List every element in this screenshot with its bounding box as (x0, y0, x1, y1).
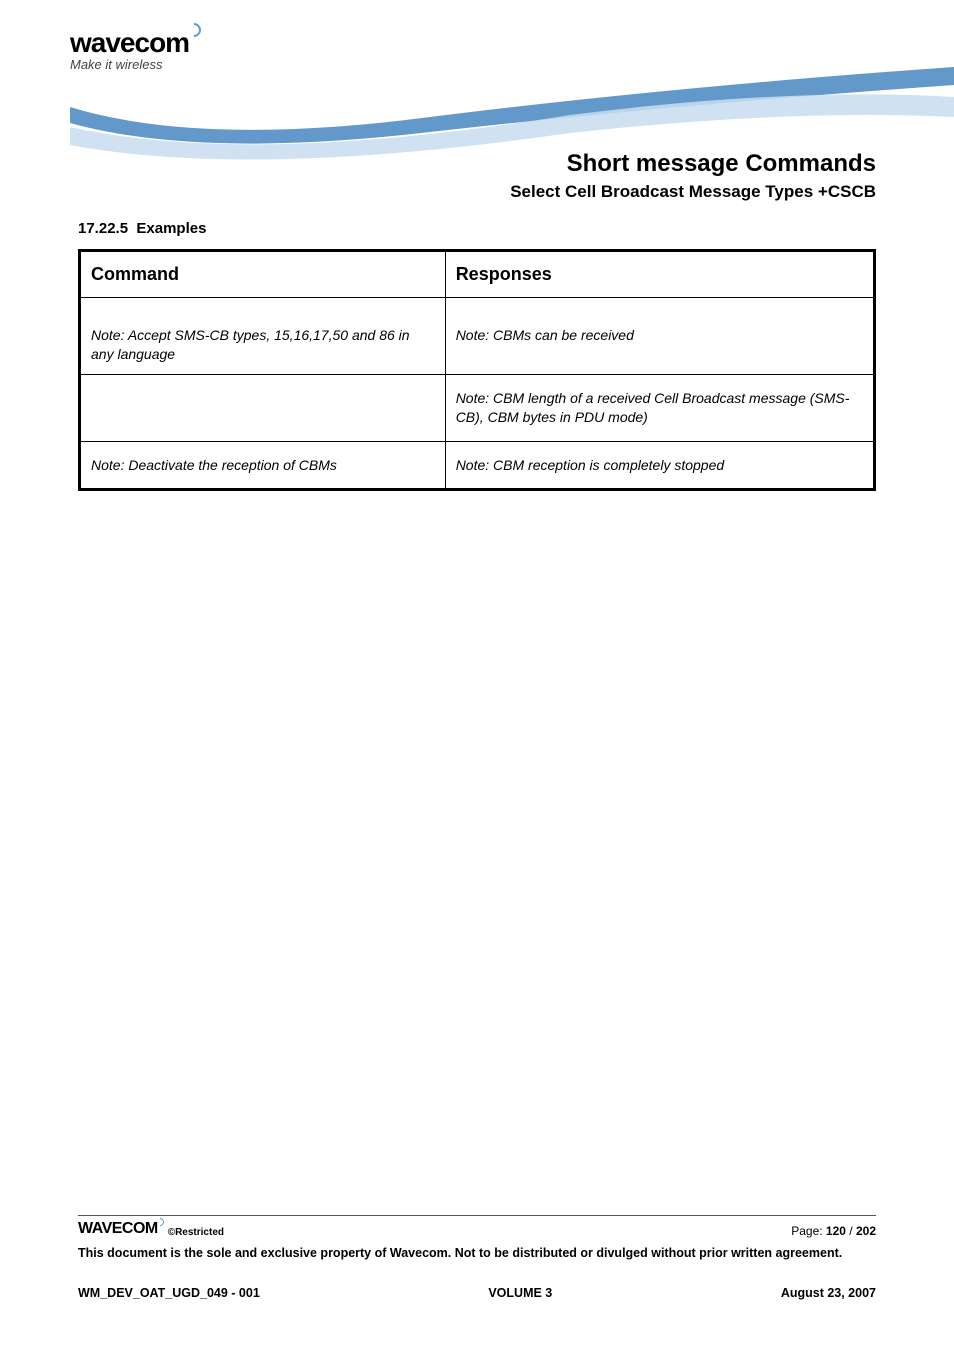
footer-doc-id: WM_DEV_OAT_UGD_049 - 001 (78, 1286, 260, 1300)
footer-page-indicator: Page: 120 / 202 (791, 1224, 876, 1238)
page-content: Short message Commands Select Cell Broad… (78, 150, 876, 491)
footer-volume: VOLUME 3 (488, 1286, 552, 1300)
table-row: Note: Accept SMS-CB types, 15,16,17,50 a… (80, 298, 875, 375)
table-row: Note: CBM length of a received Cell Broa… (80, 374, 875, 441)
cell-response-note: Note: CBM reception is completely stoppe… (445, 441, 874, 490)
title-sub: Select Cell Broadcast Message Types +CSC… (78, 182, 876, 202)
footer-page-total: 202 (856, 1224, 876, 1238)
footer-page-current: 120 (826, 1224, 846, 1238)
footer-brand-text: WAVECOM (78, 1220, 168, 1237)
footer-top-row: WAVECOM ©Restricted Page: 120 / 202 (78, 1220, 876, 1238)
footer-bottom-row: WM_DEV_OAT_UGD_049 - 001 VOLUME 3 August… (78, 1286, 876, 1300)
page-footer: WAVECOM ©Restricted Page: 120 / 202 This… (78, 1215, 876, 1300)
table-row: Note: Deactivate the reception of CBMs N… (80, 441, 875, 490)
footer-brand-block: WAVECOM ©Restricted (78, 1220, 224, 1238)
cell-command-note (80, 374, 446, 441)
section-number: 17.22.5 (78, 220, 128, 237)
page-header: wavecom Make it wireless (70, 27, 954, 157)
section-label: Examples (136, 220, 206, 237)
footer-divider (78, 1215, 876, 1216)
footer-page-sep: / (846, 1224, 856, 1238)
footer-page-label: Page: (791, 1224, 826, 1238)
page: wavecom Make it wireless Short message C… (0, 0, 954, 1350)
brand-logo-block: wavecom Make it wireless (70, 27, 240, 72)
cell-response-note: Note: CBMs can be received (445, 298, 874, 375)
col-header-responses: Responses (445, 251, 874, 298)
footer-disclaimer: This document is the sole and exclusive … (78, 1245, 876, 1262)
footer-brand-name: WAVECOM (78, 1220, 158, 1237)
footer-restricted: ©Restricted (168, 1227, 224, 1238)
footer-date: August 23, 2007 (781, 1286, 876, 1300)
cell-command-note: Note: Accept SMS-CB types, 15,16,17,50 a… (80, 298, 446, 375)
title-main: Short message Commands (78, 150, 876, 178)
col-header-command: Command (80, 251, 446, 298)
examples-table: Command Responses Note: Accept SMS-CB ty… (78, 249, 876, 491)
brand-tagline: Make it wireless (70, 57, 240, 72)
cell-command-note: Note: Deactivate the reception of CBMs (80, 441, 446, 490)
brand-name: wavecom (70, 27, 189, 58)
table-header-row: Command Responses (80, 251, 875, 298)
brand-logo-text: wavecom (70, 27, 201, 59)
section-heading: 17.22.5 Examples (78, 220, 876, 237)
cell-response-note: Note: CBM length of a received Cell Broa… (445, 374, 874, 441)
